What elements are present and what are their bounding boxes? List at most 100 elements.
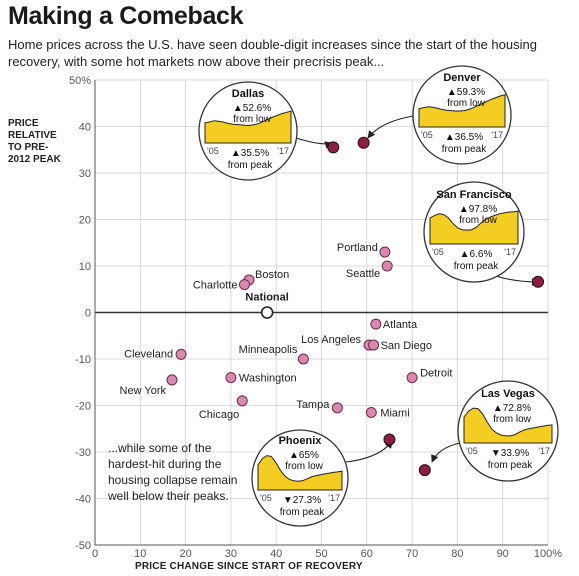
point-miami	[365, 406, 377, 418]
inset-year-start: '05	[207, 146, 219, 156]
point-label: Portland	[337, 242, 378, 254]
point-portland	[379, 246, 391, 258]
inset-arrow	[295, 137, 333, 149]
y-tick-label: -30	[75, 447, 91, 459]
point-san-francisco	[532, 275, 545, 288]
chart-title: Making a Comeback	[8, 2, 244, 30]
point-label: Charlotte	[193, 280, 238, 292]
x-tick-label: 50	[315, 548, 327, 560]
inset-las-vegas: Las Vegas ▲72.8%from low '05 '17 ▼33.9%from …	[457, 380, 559, 482]
inset-city: San Francisco	[436, 189, 511, 201]
chart-subtitle: Home prices across the U.S. have seen do…	[8, 37, 537, 69]
inset-year-end: '17	[277, 146, 289, 156]
point-label: Miami	[380, 407, 409, 419]
inset-year-start: '05	[466, 446, 478, 456]
point-washington	[225, 372, 237, 384]
inset-san-francisco: San Francisco ▲97.8%from low '05 '17 ▲6.6%fr…	[423, 181, 525, 283]
x-tick-label: 90	[497, 548, 509, 560]
inset-area	[429, 210, 519, 245]
inset-city: Phoenix	[279, 435, 323, 447]
y-tick-label: 30	[79, 168, 91, 180]
point-label: New York	[120, 385, 167, 397]
inset-area	[204, 110, 292, 144]
inset-from-low: ▲52.6%	[233, 103, 271, 114]
y-tick-label: -50	[75, 540, 91, 552]
y-tick-label: 40	[79, 122, 91, 134]
inset-circle	[251, 429, 349, 527]
inset-from-low: ▲65%	[289, 450, 319, 461]
inset-dallas: Dallas ▲52.6%from low '05 '17 ▲35.5%from pea…	[198, 81, 298, 181]
point-denver	[357, 136, 370, 149]
point-new-york	[166, 374, 178, 386]
inset-from-peak-label: from peak	[228, 160, 273, 171]
inset-city: Denver	[443, 72, 481, 84]
y-tick-label: -10	[75, 354, 91, 366]
inset-year-start: '05	[260, 493, 272, 503]
point-san-diego	[368, 339, 380, 351]
inset-from-low: ▲72.8%	[493, 403, 531, 414]
point-label: San Diego	[381, 340, 432, 352]
point-label: Washington	[239, 373, 297, 385]
inset-year-start: '05	[421, 130, 433, 140]
y-axis-label: PRICE RELATIVE TO PRE-2012 PEAK	[8, 118, 61, 165]
point-national	[260, 306, 274, 319]
inset-year-end: '17	[504, 247, 516, 257]
x-tick-label: 30	[225, 548, 237, 560]
inset-from-peak: ▲36.5%	[445, 132, 483, 143]
inset-from-low: ▲59.3%	[447, 87, 485, 98]
inset-from-peak-label: from peak	[488, 460, 533, 471]
x-tick-label: 20	[179, 548, 191, 560]
inset-year-end: '17	[538, 446, 550, 456]
inset-city: Dallas	[232, 88, 264, 100]
inset-year-end: '17	[491, 130, 503, 140]
y-tick-label: -40	[75, 494, 91, 506]
annotation-note: ...while some of the hardest-hit during …	[108, 441, 238, 503]
point-chicago	[236, 395, 248, 407]
y-tick-label: 20	[79, 215, 91, 227]
x-tick-label: 40	[270, 548, 282, 560]
x-tick-label: 70	[406, 548, 418, 560]
x-tick-label: 80	[451, 548, 463, 560]
inset-from-low-label: from low	[493, 414, 532, 425]
point-label: Tampa	[296, 399, 330, 411]
inset-from-peak-label: from peak	[442, 144, 487, 155]
point-detroit	[406, 372, 418, 384]
x-tick-label: 100%	[534, 548, 562, 560]
point-label: Chicago	[199, 409, 239, 421]
inset-from-low-label: from low	[447, 98, 486, 109]
inset-arrow	[345, 440, 393, 463]
point-minneapolis	[297, 353, 309, 365]
y-tick-label: 10	[79, 261, 91, 273]
point-label: National	[245, 292, 288, 304]
point-label: Detroit	[420, 368, 452, 380]
point-charlotte	[238, 279, 250, 291]
inset-denver: Denver ▲59.3%from low '05 '17 ▲36.5%from pea…	[412, 65, 512, 165]
inset-from-low-label: from low	[233, 114, 272, 125]
y-tick-label: -20	[75, 401, 91, 413]
point-label: Cleveland	[124, 348, 173, 360]
inset-arrow	[431, 442, 461, 463]
point-label: Minneapolis	[239, 344, 298, 356]
y-tick-label: 0	[85, 308, 91, 320]
inset-from-peak-label: from peak	[280, 507, 325, 518]
point-label: Los Angeles	[301, 334, 361, 346]
point-phoenix	[383, 433, 396, 446]
inset-from-peak: ▼33.9%	[491, 448, 529, 459]
point-tampa	[331, 402, 343, 414]
inset-from-low-label: from low	[459, 215, 498, 226]
inset-circle	[457, 380, 559, 482]
inset-area	[463, 407, 553, 444]
inset-area	[257, 455, 343, 491]
y-tick-label: 50%	[69, 75, 91, 87]
x-tick-label: 10	[134, 548, 146, 560]
x-tick-label: 60	[361, 548, 373, 560]
inset-year-start: '05	[432, 247, 444, 257]
inset-area	[418, 94, 506, 128]
inset-from-low-label: from low	[285, 461, 324, 472]
inset-from-peak: ▼27.3%	[283, 495, 321, 506]
inset-from-peak: ▲6.6%	[460, 249, 493, 260]
inset-from-low: ▲97.8%	[459, 204, 497, 215]
inset-year-end: '17	[328, 493, 340, 503]
